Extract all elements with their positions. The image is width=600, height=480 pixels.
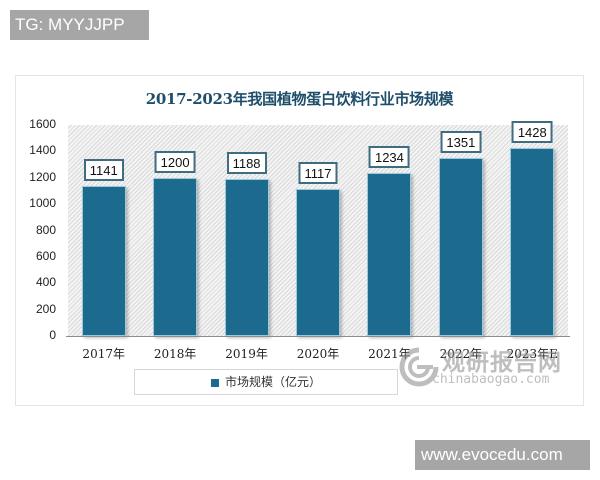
data-label: 1234 [368,146,410,169]
y-tick-label: 1000 [29,196,56,211]
y-tick-label: 1400 [29,143,56,158]
x-tick-label: 2023年E [506,347,558,361]
y-tick-label: 0 [49,328,56,342]
x-axis-line [66,336,570,337]
y-tick-label: 600 [35,248,56,263]
watermark-tag-bottom: www.evocedu.com [415,440,590,470]
x-tick-label: 2020年 [296,347,340,361]
legend: 市场规模（亿元） [134,369,398,395]
watermark-en-text: chinabaogao.com [432,372,550,387]
bar [296,188,340,336]
data-label: 1117 [298,161,338,184]
y-tick-label: 1600 [29,117,56,131]
bar [367,173,412,336]
legend-swatch-icon [210,378,219,387]
data-label: 1428 [511,120,553,143]
x-tick-label: 2021年 [368,347,411,361]
bar [224,179,269,336]
y-tick-label: 800 [35,222,56,237]
bar [438,157,483,336]
watermark-tag-top: TG: MYYJJPP [10,10,149,40]
chart-card: 2017-2023年我国植物蛋白饮料行业市场规模 0 200 400 600 800 10… [15,75,584,406]
bar [153,177,198,336]
y-tick-label: 400 [35,275,56,290]
x-tick-label: 2022年 [439,347,483,361]
legend-label: 市场规模（亿元） [224,375,321,389]
data-label: 1188 [226,152,267,175]
bar [510,147,555,336]
data-label: 1141 [83,158,124,181]
y-tick-label: 1200 [29,169,56,184]
x-tick-label: 2017年 [82,347,125,361]
data-label: 1351 [440,130,482,153]
data-label: 1200 [154,150,196,173]
chart-title: 2017-2023年我国植物蛋白饮料行业市场规模 [145,90,454,108]
bar [81,185,126,336]
y-tick-label: 200 [35,301,56,316]
x-tick-label: 2018年 [153,347,197,361]
x-tick-label: 2019年 [225,347,268,361]
